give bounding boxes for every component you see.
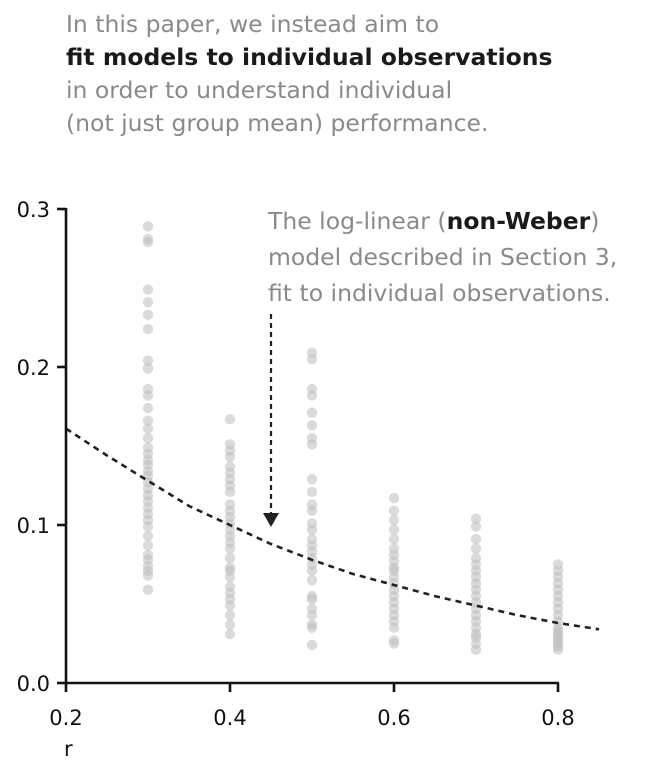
data-point bbox=[552, 644, 564, 656]
data-point bbox=[142, 530, 154, 542]
data-point bbox=[388, 492, 400, 504]
data-point bbox=[142, 297, 154, 308]
data-point bbox=[142, 521, 154, 532]
x-tick-label: 0.6 bbox=[377, 706, 410, 730]
data-point bbox=[470, 513, 482, 524]
data-point bbox=[388, 524, 400, 535]
data-point bbox=[306, 609, 318, 621]
data-point bbox=[306, 473, 318, 485]
x-axis-ticks: 0.2 0.4 0.6 0.8 bbox=[49, 683, 575, 730]
data-point bbox=[306, 486, 318, 498]
data-point bbox=[470, 521, 482, 532]
data-point bbox=[224, 451, 236, 463]
annotation-line-1-bold: non-Weber bbox=[447, 207, 591, 235]
data-point bbox=[306, 639, 318, 651]
data-point bbox=[142, 540, 154, 551]
x-axis-title: r bbox=[64, 737, 73, 761]
data-point bbox=[142, 363, 154, 374]
data-point bbox=[306, 390, 318, 401]
data-point bbox=[470, 543, 482, 554]
data-point bbox=[224, 552, 236, 564]
intro-line-1: In this paper, we instead aim to bbox=[66, 10, 440, 38]
data-point bbox=[388, 638, 400, 649]
x-tick-label: 0.4 bbox=[213, 706, 246, 730]
data-point bbox=[224, 619, 236, 630]
data-point bbox=[388, 505, 400, 516]
annotation-line-1: The log-linear (non-Weber) bbox=[267, 207, 599, 235]
y-tick-label: 0.1 bbox=[17, 514, 50, 538]
x-tick-label: 0.2 bbox=[49, 706, 82, 730]
data-point bbox=[306, 594, 318, 605]
intro-line-2-emphasis: fit models to individual observations bbox=[66, 43, 553, 71]
data-point bbox=[142, 402, 154, 414]
annotation-line-2: model described in Section 3, bbox=[268, 243, 617, 271]
data-point bbox=[306, 565, 318, 577]
data-point bbox=[142, 355, 154, 366]
data-point bbox=[306, 353, 318, 365]
y-axis-ticks: 0.0 0.1 0.2 0.3 bbox=[17, 198, 66, 696]
data-point bbox=[142, 309, 154, 321]
intro-line-3: in order to understand individual bbox=[66, 76, 453, 104]
data-point bbox=[306, 505, 318, 516]
data-point bbox=[142, 221, 154, 232]
data-point bbox=[470, 534, 482, 545]
data-point bbox=[306, 439, 318, 450]
data-point bbox=[142, 423, 154, 434]
y-tick-label: 0.0 bbox=[17, 672, 50, 696]
data-point bbox=[142, 432, 154, 444]
y-tick-label: 0.3 bbox=[17, 198, 50, 222]
data-point bbox=[470, 644, 482, 656]
data-point bbox=[224, 543, 236, 554]
data-point bbox=[388, 515, 400, 526]
data-point bbox=[224, 628, 236, 640]
annotation-line-3: fit to individual observations. bbox=[268, 279, 611, 307]
data-point bbox=[306, 622, 318, 633]
data-point bbox=[306, 420, 318, 431]
y-tick-label: 0.2 bbox=[17, 356, 50, 380]
data-point bbox=[224, 413, 236, 425]
data-point bbox=[224, 571, 236, 583]
data-point bbox=[306, 524, 318, 535]
annotation-arrow-head bbox=[263, 513, 279, 527]
annotation-line-1-post: ) bbox=[590, 207, 599, 235]
fit-curve bbox=[65, 427, 600, 631]
data-point bbox=[142, 236, 154, 248]
annotation-text: The log-linear (non-Weber) model describ… bbox=[267, 207, 617, 307]
data-point bbox=[388, 534, 400, 545]
intro-line-4: (not just group mean) performance. bbox=[66, 109, 489, 137]
data-point bbox=[142, 284, 154, 295]
data-point bbox=[388, 622, 400, 633]
data-points bbox=[142, 221, 564, 656]
data-point bbox=[142, 390, 154, 401]
data-point bbox=[224, 609, 236, 621]
x-tick-label: 0.8 bbox=[541, 706, 574, 730]
data-point bbox=[306, 575, 318, 586]
data-point bbox=[142, 584, 154, 595]
data-point bbox=[142, 415, 154, 426]
data-point bbox=[142, 570, 154, 581]
data-point bbox=[224, 600, 236, 611]
intro-text: In this paper, we instead aim to fit mod… bbox=[66, 8, 646, 140]
annotation-line-1-pre: The log-linear ( bbox=[267, 207, 447, 235]
axes: 0.2 0.4 0.6 0.8 0.0 0.1 0.2 0.3 r bbox=[17, 198, 575, 761]
data-point bbox=[224, 486, 236, 498]
data-point bbox=[142, 323, 154, 335]
data-point bbox=[306, 407, 318, 419]
